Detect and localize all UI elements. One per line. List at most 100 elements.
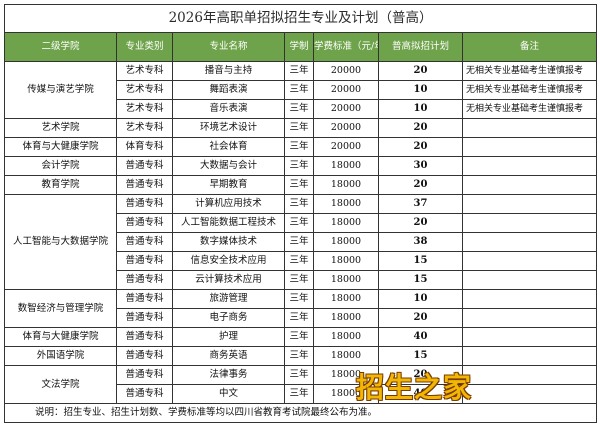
note-cell: 无相关专业基础考生谨慎报考 — [461, 61, 598, 81]
major-cell: 环境艺术设计 — [172, 118, 285, 138]
major-cell: 数字媒体技术 — [172, 232, 285, 252]
duration-cell: 三年 — [284, 365, 314, 385]
note-cell — [461, 308, 598, 328]
category-cell: 普通专科 — [116, 384, 173, 404]
table-row: 外国语学院 普通专科 商务英语 三年 18000 15 — [4, 346, 598, 366]
plan-cell: 20 — [378, 118, 463, 138]
fee-cell: 18000 — [313, 213, 379, 233]
table-row: 文法学院 普通专科 法律事务 三年 18000 20 — [4, 365, 598, 404]
table-row: 艺术专科 音乐表演 三年 20000 10 无相关专业基础考生谨慎报考 — [5, 99, 598, 119]
category-cell: 普通专科 — [116, 251, 173, 271]
category-cell: 普通专科 — [116, 156, 173, 176]
fee-cell: 18000 — [313, 327, 379, 347]
plan-cell: 20 — [378, 308, 463, 328]
college-cell: 会计学院 — [4, 156, 117, 176]
note-cell — [461, 156, 598, 176]
category-cell: 普通专科 — [116, 194, 173, 214]
college-cell: 外国语学院 — [4, 346, 117, 366]
note-cell: 无相关专业基础考生谨慎报考 — [461, 99, 598, 119]
plan-cell: 30 — [378, 156, 463, 176]
major-cell: 商务英语 — [172, 346, 285, 366]
category-cell: 艺术专科 — [116, 118, 173, 138]
college-cell: 教育学院 — [4, 175, 117, 195]
plan-cell: 38 — [378, 232, 463, 252]
table-row: 教育学院 普通专科 早期教育 三年 18000 20 — [4, 175, 598, 195]
category-cell: 普通专科 — [116, 232, 173, 252]
major-cell: 早期教育 — [172, 175, 285, 195]
category-cell: 普通专科 — [116, 175, 173, 195]
table-body: 传媒与演艺学院 艺术专科 播音与主持 三年 20000 20 无相关专业基础考生谨慎报考 艺术… — [4, 61, 598, 404]
note-cell — [461, 232, 598, 252]
college-cell: 体育与大健康学院 — [4, 327, 117, 347]
title-row: 2026年高职单招拟招生专业及计划（普高） — [3, 4, 598, 33]
note-cell — [461, 194, 598, 214]
category-cell: 艺术专科 — [116, 61, 173, 81]
fee-cell: 20000 — [313, 137, 379, 157]
major-cell: 大数据与会计 — [172, 156, 285, 176]
table-row: 体育与大健康学院 体育专科 社会体育 三年 20000 20 — [4, 137, 598, 157]
header-note: 备注 — [461, 32, 598, 62]
fee-cell: 18000 — [313, 346, 379, 366]
college-cell: 艺术学院 — [4, 118, 117, 138]
table-row: 体育与大健康学院 普通专科 护理 三年 18000 40 — [4, 327, 598, 347]
major-cell: 播音与主持 — [172, 61, 285, 81]
major-cell: 旅游管理 — [172, 289, 285, 309]
table-row: 普通专科 人工智能数据工程技术 三年 18000 20 — [5, 213, 598, 233]
duration-cell: 三年 — [284, 118, 314, 138]
fee-cell: 18000 — [313, 175, 379, 195]
fee-cell: 18000 — [313, 270, 379, 290]
duration-cell: 三年 — [284, 175, 314, 195]
plan-cell: 15 — [378, 270, 463, 290]
duration-cell: 三年 — [284, 232, 314, 252]
header-fee: 学费标准（元/年） — [313, 32, 379, 62]
fee-cell: 18000 — [313, 194, 379, 214]
duration-cell: 三年 — [284, 137, 314, 157]
footer-note: 说明：招生专业、招生计划数、学费标准等均以四川省教育考试院最终公布为准。 — [3, 403, 598, 423]
note-cell — [461, 327, 598, 347]
header-row: 二级学院 专业类别 专业名称 学制 学费标准（元/年） 普高拟招计划 备注 — [4, 32, 598, 62]
plan-cell: 10 — [378, 99, 463, 119]
header-major: 专业名称 — [172, 32, 285, 62]
category-cell: 普通专科 — [116, 213, 173, 233]
college-cell: 传媒与演艺学院 — [4, 61, 117, 119]
duration-cell: 三年 — [284, 289, 314, 309]
note-cell — [461, 289, 598, 309]
category-cell: 艺术专科 — [116, 80, 173, 100]
category-cell: 普通专科 — [116, 346, 173, 366]
table-row: 传媒与演艺学院 艺术专科 播音与主持 三年 20000 20 无相关专业基础考生谨慎报考 — [4, 61, 598, 119]
major-cell: 电子商务 — [172, 308, 285, 328]
duration-cell: 三年 — [284, 156, 314, 176]
plan-cell: 20 — [378, 137, 463, 157]
category-cell: 普通专科 — [116, 327, 173, 347]
category-cell: 艺术专科 — [116, 99, 173, 119]
major-cell: 人工智能数据工程技术 — [172, 213, 285, 233]
header-category: 专业类别 — [116, 32, 173, 62]
major-cell: 云计算技术应用 — [172, 270, 285, 290]
fee-cell: 18000 — [313, 156, 379, 176]
fee-cell: 18000 — [313, 308, 379, 328]
fee-cell: 20000 — [313, 80, 379, 100]
table-row: 艺术学院 艺术专科 环境艺术设计 三年 20000 20 — [4, 118, 598, 138]
table-title: 2026年高职单招拟招生专业及计划（普高） — [3, 4, 598, 33]
duration-cell: 三年 — [284, 346, 314, 366]
note-cell — [461, 118, 598, 138]
major-cell: 护理 — [172, 327, 285, 347]
category-cell: 普通专科 — [116, 289, 173, 309]
header-college: 二级学院 — [4, 32, 117, 62]
category-cell: 普通专科 — [116, 270, 173, 290]
duration-cell: 三年 — [284, 384, 314, 404]
plan-cell: 15 — [378, 251, 463, 271]
note-cell — [461, 384, 598, 404]
plan-cell: 20 — [378, 175, 463, 195]
duration-cell: 三年 — [284, 270, 314, 290]
plan-cell: 20 — [378, 213, 463, 233]
note-cell — [461, 137, 598, 157]
fee-cell: 20000 — [313, 99, 379, 119]
major-cell: 信息安全技术应用 — [172, 251, 285, 271]
duration-cell: 三年 — [284, 194, 314, 214]
major-cell: 法律事务 — [172, 365, 285, 385]
category-cell: 普通专科 — [116, 365, 173, 385]
plan-cell: 15 — [378, 346, 463, 366]
plan-cell: 40 — [378, 327, 463, 347]
table-row: 普通专科 中文 三年 18000 40 — [5, 384, 598, 404]
